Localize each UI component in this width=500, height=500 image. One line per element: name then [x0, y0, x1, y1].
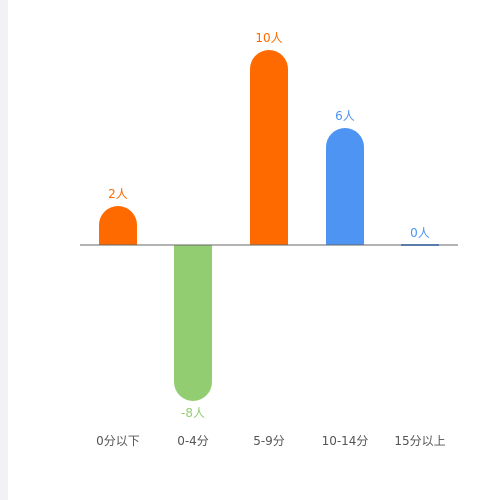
x-tick-label-1: 0-4分: [177, 434, 209, 448]
bar-2[interactable]: [250, 50, 288, 245]
bar-0[interactable]: [99, 206, 137, 245]
x-tick-label-3: 10-14分: [322, 434, 369, 448]
data-label-3: 6人: [335, 109, 355, 123]
data-label-1: -8人: [181, 406, 205, 420]
data-label-4: 0人: [410, 226, 430, 240]
bar-1[interactable]: [174, 245, 212, 401]
x-tick-label-0: 0分以下: [96, 434, 140, 448]
x-tick-label-2: 5-9分: [253, 434, 285, 448]
bar-3[interactable]: [326, 128, 364, 245]
data-label-2: 10人: [255, 31, 282, 45]
x-tick-label-4: 15分以上: [394, 434, 445, 448]
data-label-0: 2人: [108, 187, 128, 201]
